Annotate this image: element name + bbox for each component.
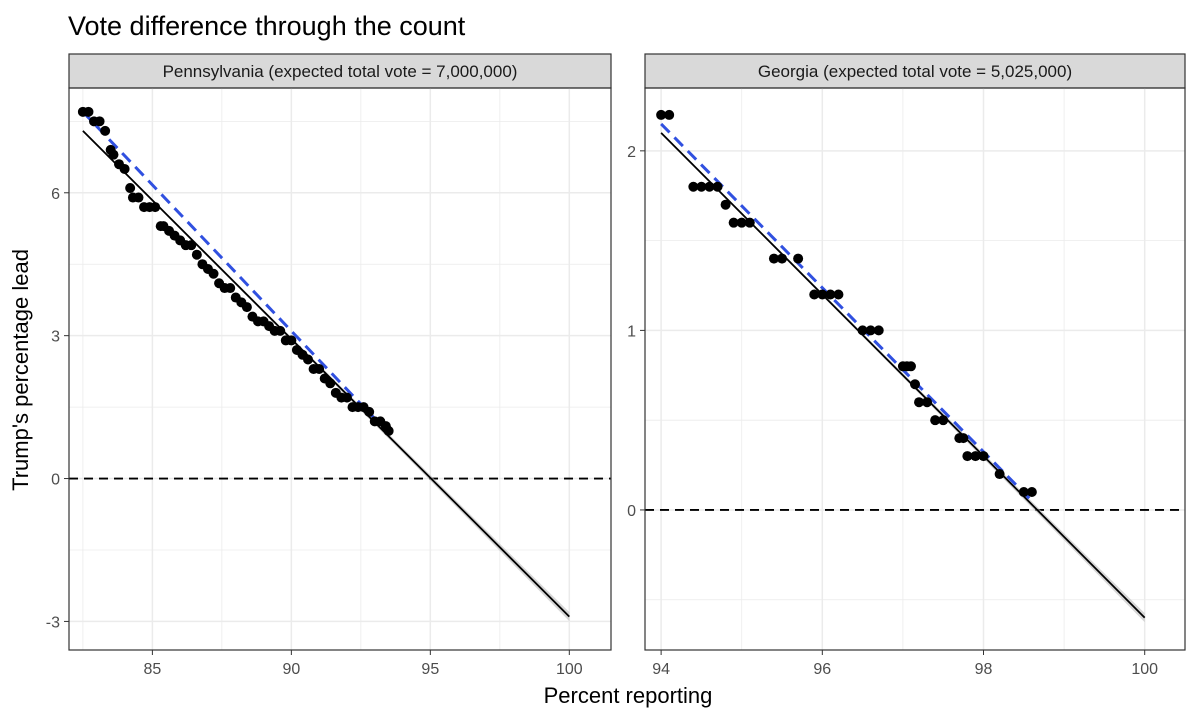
data-point (696, 181, 707, 192)
data-point (656, 109, 667, 120)
data-point (241, 302, 252, 313)
data-point (720, 199, 731, 210)
data-point (133, 192, 144, 203)
y-tick-label: -3 (46, 614, 60, 631)
data-point (833, 289, 844, 300)
y-tick-label: 0 (627, 503, 636, 520)
panel-strip (644, 53, 1186, 89)
data-point (930, 415, 941, 426)
data-point (150, 202, 161, 213)
data-point (208, 268, 219, 279)
x-tick-label: 85 (143, 661, 161, 678)
data-point (1026, 486, 1037, 497)
panel-strip (68, 53, 612, 89)
data-point (83, 106, 94, 117)
data-point (958, 433, 969, 444)
data-point (383, 425, 394, 436)
y-tick-label: 6 (51, 186, 60, 203)
data-point (704, 181, 715, 192)
y-tick-label: 3 (51, 329, 60, 346)
data-point (225, 283, 236, 294)
data-point (809, 289, 820, 300)
data-point (364, 406, 375, 417)
x-tick-label: 96 (813, 661, 831, 678)
data-point (768, 253, 779, 264)
data-point (186, 240, 197, 251)
panel-border (68, 87, 612, 651)
data-point (962, 451, 973, 462)
chart-title: Vote difference through the count (68, 11, 466, 41)
x-tick-label: 95 (421, 661, 439, 678)
data-point (712, 181, 723, 192)
data-point (688, 181, 699, 192)
data-point (825, 289, 836, 300)
y-tick-label: 1 (627, 323, 636, 340)
x-tick-label: 100 (556, 661, 583, 678)
x-tick-label: 98 (975, 661, 993, 678)
data-point (857, 325, 868, 336)
data-point (125, 183, 136, 194)
x-tick-label: 94 (652, 661, 670, 678)
trend-line-dashed (660, 122, 1033, 503)
data-point (914, 397, 925, 408)
x-tick-label: 90 (282, 661, 300, 678)
data-point (777, 253, 788, 264)
x-axis-label: Percent reporting (544, 683, 713, 708)
data-point (970, 451, 981, 462)
y-tick-label: 2 (627, 144, 636, 161)
panel-strip-label: Georgia (expected total vote = 5,025,000… (758, 62, 1072, 81)
data-point (994, 469, 1005, 480)
data-point (1018, 486, 1029, 497)
data-point (865, 325, 876, 336)
data-point (873, 325, 884, 336)
y-axis-label: Trump's percentage lead (8, 249, 33, 491)
data-point (303, 354, 314, 365)
data-point (922, 397, 933, 408)
panel-strip-label: Pennsylvania (expected total vote = 7,00… (163, 62, 518, 81)
panel-0: Pennsylvania (expected total vote = 7,00… (46, 53, 612, 678)
data-point (938, 415, 949, 426)
panel-border (644, 87, 1186, 651)
data-point (100, 125, 111, 136)
data-point (664, 109, 675, 120)
panel-1: Georgia (expected total vote = 5,025,000… (627, 53, 1186, 678)
data-point (108, 149, 119, 160)
data-point (728, 217, 739, 228)
data-point (817, 289, 828, 300)
data-point (978, 451, 989, 462)
data-point (191, 249, 202, 260)
x-tick-label: 100 (1131, 661, 1158, 678)
data-point (325, 378, 336, 389)
data-point (793, 253, 804, 264)
data-point (94, 116, 105, 127)
data-point (341, 392, 352, 403)
y-tick-label: 0 (51, 472, 60, 489)
data-point (119, 163, 130, 174)
data-point (744, 217, 755, 228)
data-point (905, 361, 916, 372)
data-point (275, 325, 286, 336)
data-point (286, 335, 297, 346)
fit-line (660, 132, 1146, 619)
trend-line-dashed (81, 110, 390, 435)
data-point (910, 379, 920, 390)
data-point (314, 364, 325, 374)
data-point (736, 217, 747, 228)
